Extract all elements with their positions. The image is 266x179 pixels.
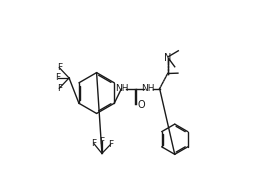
Text: N: N [164, 52, 171, 62]
Text: F: F [57, 63, 62, 72]
Text: NH: NH [141, 84, 155, 93]
Text: O: O [138, 100, 145, 110]
Text: F: F [91, 139, 97, 148]
Text: F: F [108, 140, 113, 149]
Text: F: F [55, 73, 60, 83]
Text: F: F [57, 84, 62, 93]
Text: NH: NH [115, 84, 128, 93]
Text: F: F [99, 137, 105, 146]
